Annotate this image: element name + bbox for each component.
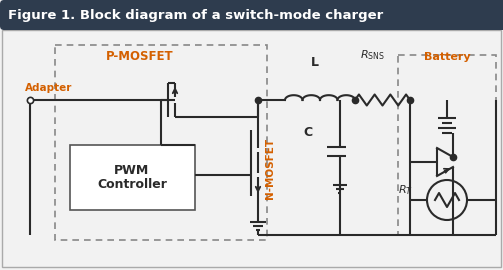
Text: $R_T$: $R_T$	[398, 183, 413, 197]
FancyBboxPatch shape	[0, 0, 420, 30]
Text: C: C	[304, 127, 313, 140]
Text: PWM: PWM	[114, 164, 149, 177]
Text: Battery: Battery	[424, 52, 470, 62]
Text: Figure 1. Block diagram of a switch-mode charger: Figure 1. Block diagram of a switch-mode…	[8, 8, 383, 22]
Bar	[2, 30, 501, 267]
Text: P-MOSFET: P-MOSFET	[106, 50, 174, 63]
Bar	[398, 55, 496, 235]
Text: Controller: Controller	[97, 178, 167, 191]
Text: $R_{\rm SNS}$: $R_{\rm SNS}$	[360, 48, 384, 62]
Text: L: L	[311, 56, 319, 69]
Text: N-MOSFET: N-MOSFET	[265, 137, 275, 198]
Bar	[55, 45, 267, 240]
Bar	[70, 145, 195, 210]
Text: Adapter: Adapter	[25, 83, 72, 93]
Bar	[5, 0, 503, 30]
